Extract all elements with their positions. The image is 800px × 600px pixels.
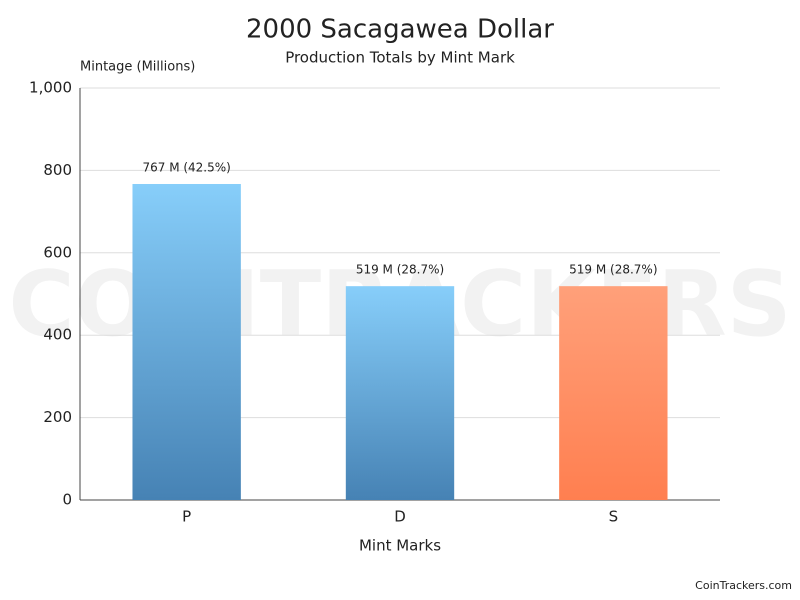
y-tick-label: 400	[43, 326, 72, 344]
chart-title: 2000 Sacagawea Dollar	[246, 15, 554, 45]
chart-subtitle: Production Totals by Mint Mark	[285, 49, 515, 67]
y-tick-label: 600	[43, 243, 72, 261]
y-tick-label: 1,000	[29, 79, 72, 97]
bar	[345, 286, 455, 500]
y-tick-label: 800	[43, 161, 72, 179]
y-tick-label: 200	[43, 408, 72, 426]
x-axis-label: Mint Marks	[359, 537, 441, 555]
x-tick-label: P	[182, 508, 191, 526]
bar	[132, 183, 241, 500]
x-tick-label: D	[394, 508, 406, 526]
y-tick-label: 0	[62, 491, 72, 509]
y-axis-label: Mintage (Millions)	[80, 60, 195, 75]
x-tick-label: S	[609, 508, 619, 526]
credit: CoinTrackers.com	[695, 579, 792, 592]
bar	[559, 286, 668, 500]
data-label: 519 M (28.7%)	[569, 263, 657, 277]
data-label: 767 M (42.5%)	[142, 160, 230, 174]
data-label: 519 M (28.7%)	[356, 263, 444, 277]
